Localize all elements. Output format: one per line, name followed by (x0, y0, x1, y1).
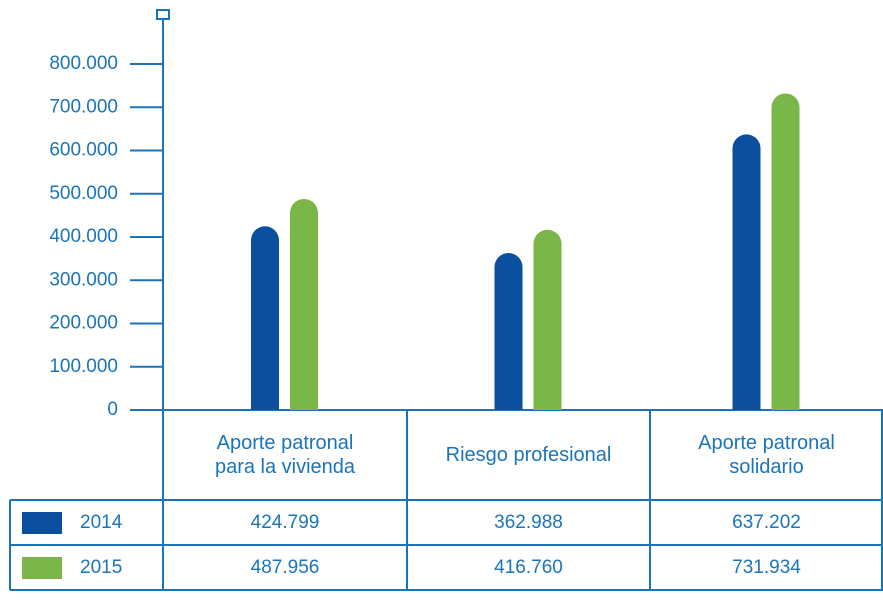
category-label: Aporte patronal solidario (698, 432, 835, 478)
y-tick-label: 300.000 (49, 269, 118, 290)
bar (251, 226, 279, 410)
y-tick-label: 400.000 (49, 226, 118, 247)
legend-label: 2014 (80, 512, 123, 533)
y-tick-label: 600.000 (49, 140, 118, 161)
value-label: 362.988 (494, 512, 563, 533)
legend-label: 2015 (80, 557, 122, 578)
category-label: Riesgo profesional (445, 444, 612, 466)
value-label: 424.799 (251, 512, 320, 533)
value-label: 731.934 (732, 557, 801, 578)
y-tick-label: 500.000 (49, 183, 118, 204)
y-tick-label: 700.000 (49, 96, 118, 117)
value-label: 416.760 (494, 557, 563, 578)
y-tick-label: 0 (107, 399, 118, 420)
legend-swatch (22, 512, 62, 534)
value-label: 637.202 (732, 512, 801, 533)
category-label: Aporte patronal para la vivienda (214, 432, 356, 478)
bar (290, 198, 318, 410)
bar (533, 229, 562, 410)
value-label: 487.956 (251, 557, 320, 578)
bar (494, 253, 523, 410)
bar (732, 134, 761, 410)
axis-cap (156, 9, 170, 20)
y-tick-label: 100.000 (49, 356, 118, 377)
y-tick-label: 200.000 (49, 313, 118, 334)
legend-swatch (22, 557, 62, 579)
bar (771, 93, 800, 411)
y-tick-label: 800.000 (49, 53, 118, 74)
